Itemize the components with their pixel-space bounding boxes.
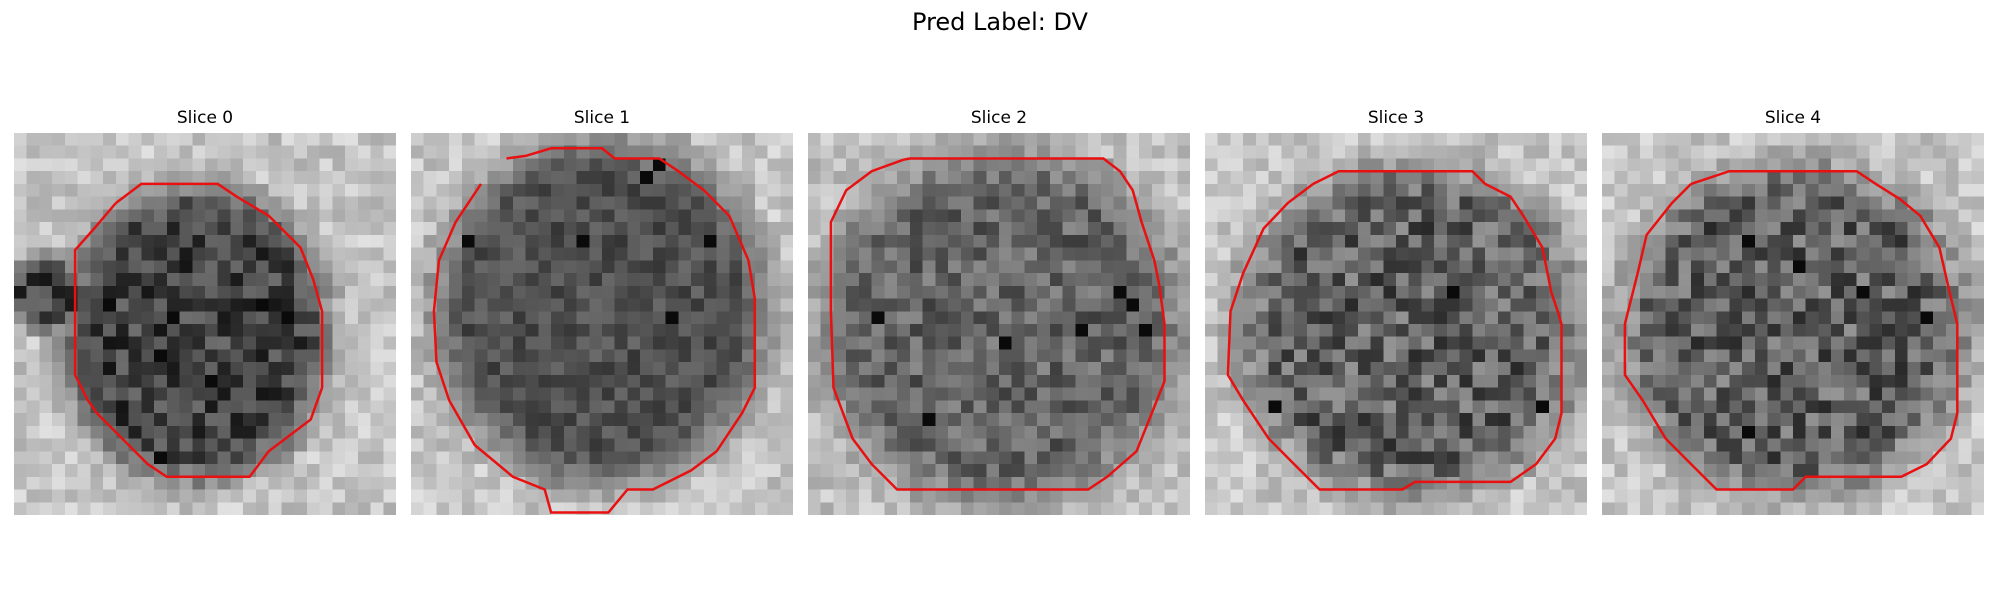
segmentation-contour: [432, 147, 757, 514]
slice-image: [808, 133, 1190, 515]
pixel-grid: [1602, 133, 1984, 515]
pixel-grid: [14, 133, 396, 515]
segmentation-contour: [73, 182, 324, 479]
pixel-grid: [411, 133, 793, 515]
slice-title: Slice 0: [176, 108, 234, 128]
slice-title: Slice 2: [970, 108, 1028, 128]
slice-title: Slice 4: [1764, 108, 1822, 128]
figure-title: Pred Label: DV: [912, 8, 1088, 36]
slice-panel-2: Slice 2: [808, 108, 1190, 518]
slice-image: [411, 133, 793, 515]
slice-panel-1: Slice 1: [411, 108, 793, 518]
segmentation-contour: [1226, 169, 1563, 491]
slice-image: [1602, 133, 1984, 515]
slice-panel-0: Slice 0: [14, 108, 396, 518]
segmentation-contour: [1623, 169, 1959, 491]
slice-image: [14, 133, 396, 515]
slice-title: Slice 1: [573, 108, 631, 128]
slice-title: Slice 3: [1367, 108, 1425, 128]
pixel-grid: [1205, 133, 1587, 515]
slice-panel-4: Slice 4: [1602, 108, 1984, 518]
slice-panel-3: Slice 3: [1205, 108, 1587, 518]
segmentation-contour: [829, 157, 1166, 491]
slice-image: [1205, 133, 1587, 515]
pixel-grid: [808, 133, 1190, 515]
